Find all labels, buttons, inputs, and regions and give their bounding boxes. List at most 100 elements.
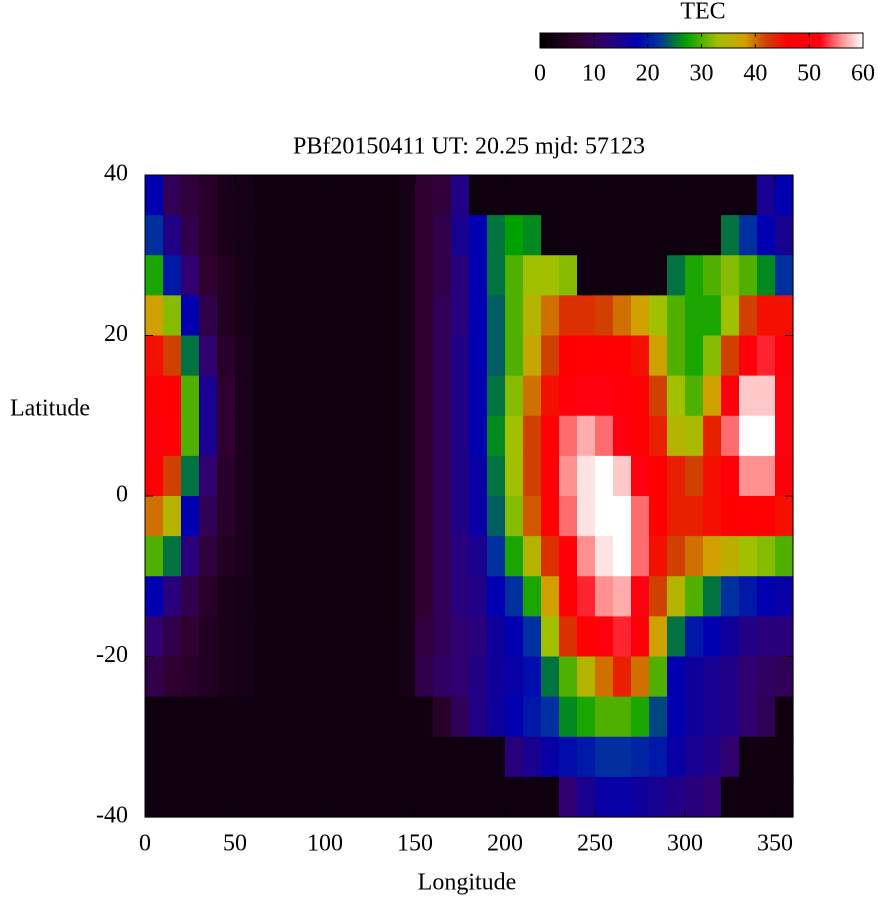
heatmap-cell [469, 776, 488, 818]
heatmap-cell [631, 576, 650, 617]
heatmap-cell [235, 255, 254, 296]
heatmap-cell [415, 616, 434, 658]
heatmap-cell [361, 415, 380, 457]
heatmap-cell [289, 455, 308, 497]
heatmap-cell [595, 616, 614, 658]
heatmap-cell [307, 175, 326, 216]
heatmap-cell [469, 616, 488, 658]
heatmap-cell [145, 496, 164, 537]
y-tick-label: 40 [104, 161, 128, 187]
heatmap-cell [631, 616, 650, 658]
heatmap-cell [595, 295, 614, 337]
heatmap-cell [631, 455, 650, 497]
heatmap-cell [433, 175, 452, 216]
colorbar-tick-label: 60 [851, 61, 875, 87]
heatmap-cell [595, 736, 614, 778]
heatmap-cell [235, 656, 254, 698]
heatmap-cell [721, 255, 740, 296]
heatmap-cell [181, 616, 200, 658]
heatmap-cell [181, 496, 200, 537]
heatmap-cell [577, 455, 596, 497]
heatmap-cell [559, 455, 578, 497]
heatmap-cell [685, 415, 704, 457]
heatmap-cell [523, 215, 542, 256]
heatmap-cell [253, 616, 272, 658]
heatmap-cell [721, 536, 740, 577]
heatmap-cell [577, 175, 596, 216]
heatmap-cell [487, 455, 506, 497]
heatmap-cell [199, 696, 218, 738]
heatmap-cell [145, 696, 164, 738]
heatmap-cell [469, 175, 488, 216]
heatmap-cell [523, 576, 542, 617]
heatmap-cell [433, 375, 452, 417]
heatmap-cell [649, 776, 668, 818]
heatmap-cell [721, 576, 740, 617]
heatmap-cell [631, 215, 650, 256]
heatmap-cell [523, 536, 542, 577]
heatmap-cell [289, 736, 308, 778]
heatmap-cell [613, 375, 632, 417]
heatmap-cell [379, 576, 398, 617]
heatmap-cell [469, 335, 488, 377]
heatmap-cell [235, 335, 254, 377]
heatmap-cell [649, 255, 668, 296]
heatmap-cell [163, 696, 182, 738]
heatmap-cell [397, 536, 416, 577]
heatmap-cell [307, 736, 326, 778]
heatmap-cell [487, 536, 506, 577]
heatmap-cell [649, 215, 668, 256]
heatmap-cell [721, 295, 740, 337]
heatmap-cell [145, 175, 164, 216]
heatmap-cell [703, 736, 722, 778]
heatmap-cell [325, 375, 344, 417]
heatmap-cell [325, 215, 344, 256]
heatmap-cell [775, 215, 794, 256]
heatmap-cell [595, 536, 614, 577]
heatmap-cell [541, 656, 560, 698]
heatmap-cell [451, 656, 470, 698]
colorbar-tick-label: 0 [534, 61, 546, 87]
heatmap-cell [667, 415, 686, 457]
heatmap-cell [559, 576, 578, 617]
heatmap-cell [577, 496, 596, 537]
heatmap-cell [217, 215, 236, 256]
heatmap-cell [343, 375, 362, 417]
heatmap-cell [253, 375, 272, 417]
heatmap-cell [775, 536, 794, 577]
heatmap-cell [667, 455, 686, 497]
heatmap-cell [559, 375, 578, 417]
heatmap-cell [361, 616, 380, 658]
heatmap-cell [523, 255, 542, 296]
heatmap-cell [685, 696, 704, 738]
heatmap-cell [739, 696, 758, 738]
heatmap-cell [739, 215, 758, 256]
heatmap-cell [217, 375, 236, 417]
heatmap-cell [703, 295, 722, 337]
heatmap-cell [271, 455, 290, 497]
heatmap-cell [217, 455, 236, 497]
heatmap-cell [217, 616, 236, 658]
heatmap-cell [181, 375, 200, 417]
heatmap-cell [415, 215, 434, 256]
heatmap-cell [775, 335, 794, 377]
heatmap-cell [721, 375, 740, 417]
colorbar-tick-label: 30 [690, 61, 714, 87]
heatmap-cell [451, 295, 470, 337]
heatmap-cell [757, 335, 776, 377]
heatmap-cell [181, 255, 200, 296]
heatmap-cell [217, 536, 236, 577]
heatmap-cell [577, 536, 596, 577]
heatmap-cell [523, 616, 542, 658]
heatmap-cell [685, 215, 704, 256]
heatmap-cell [361, 656, 380, 698]
heatmap-cell [325, 576, 344, 617]
heatmap-cell [559, 215, 578, 256]
heatmap-cell [559, 415, 578, 457]
heatmap-cell [415, 375, 434, 417]
heatmap-cell [685, 496, 704, 537]
heatmap-cell [343, 215, 362, 256]
heatmap-cell [451, 496, 470, 537]
heatmap-cell [199, 736, 218, 778]
heatmap-cell [433, 616, 452, 658]
